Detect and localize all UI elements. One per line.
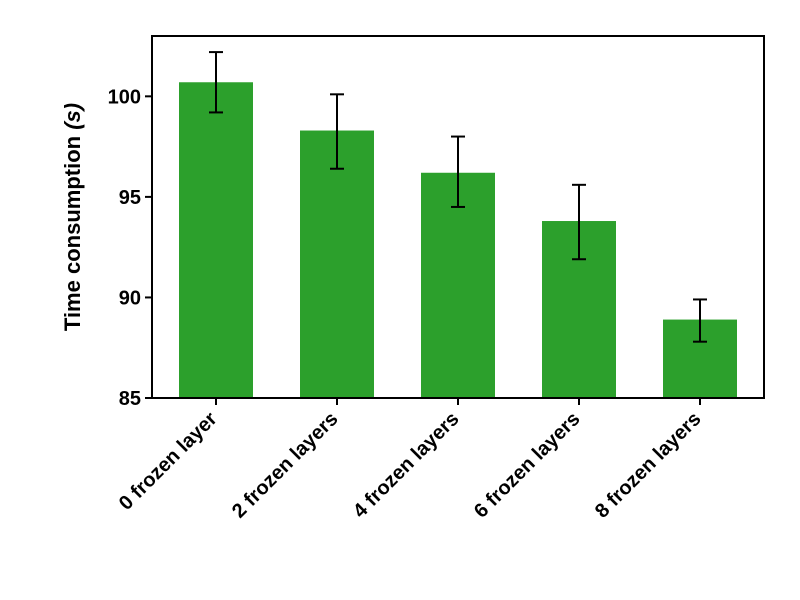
bar-0 (179, 82, 253, 398)
x-tick-label: 2 frozen layers (228, 408, 343, 523)
error-bar-2 (451, 135, 465, 208)
y-tick-label: 95 (119, 187, 141, 209)
y-tick-label: 90 (119, 287, 141, 309)
x-axis: 0 frozen layer 2 frozen layers 4 frozen la… (115, 398, 706, 523)
y-axis-title-text: Time consumption (60, 136, 85, 331)
bars-layer (179, 82, 737, 398)
x-tick-label: 4 frozen layers (349, 408, 464, 523)
error-bar-1 (330, 93, 344, 170)
error-bar-3 (572, 183, 586, 261)
y-axis-title: Time consumption (s) (60, 103, 85, 331)
y-tick-label: 85 (119, 388, 141, 410)
y-axis: 85 90 95 100 (108, 86, 152, 410)
error-bars-layer (209, 51, 707, 343)
bar-2 (421, 172, 495, 398)
y-axis-unit: (s) (60, 103, 85, 130)
x-tick-label: 8 frozen layers (591, 408, 706, 523)
y-tick-label: 100 (108, 86, 141, 108)
x-tick-label: 6 frozen layers (470, 408, 585, 523)
error-bar-0 (209, 51, 223, 114)
error-bar-4 (693, 298, 707, 343)
x-tick-label: 0 frozen layer (115, 408, 222, 515)
bar-1 (300, 130, 374, 398)
